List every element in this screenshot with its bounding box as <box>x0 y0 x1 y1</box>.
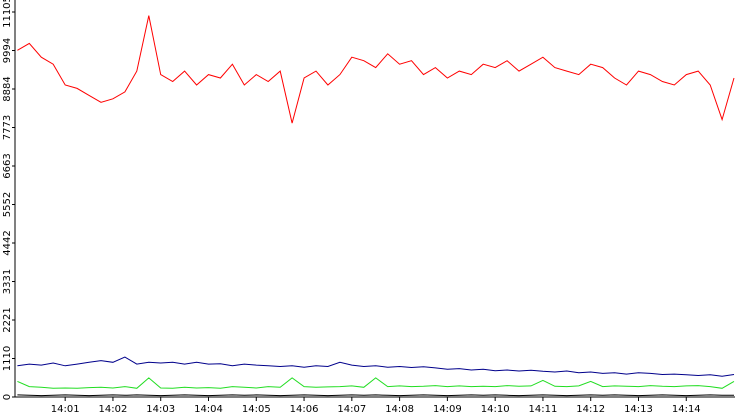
y-tick-label: 0 <box>2 394 13 400</box>
x-tick-label: 14:10 <box>481 404 510 415</box>
y-tick-label: 6663 <box>2 153 13 178</box>
x-tick-label: 14:11 <box>529 404 558 415</box>
series-line <box>17 377 735 389</box>
y-tick-label: 9994 <box>2 38 13 63</box>
y-tick-label: 5552 <box>2 192 13 217</box>
x-tick-label: 14:14 <box>672 404 701 415</box>
series-line <box>17 394 734 397</box>
y-tick-label: 2221 <box>2 307 13 332</box>
series-line <box>17 15 735 124</box>
x-tick-label: 14:04 <box>194 404 223 415</box>
y-tick-label: 11105 <box>2 0 13 28</box>
x-tick-label: 14:07 <box>337 404 366 415</box>
x-tick-label: 14:09 <box>433 404 462 415</box>
x-tick-label: 14:08 <box>385 404 414 415</box>
y-tick-label: 4442 <box>2 230 13 255</box>
x-tick-label: 14:01 <box>51 404 80 415</box>
x-tick-label: 14:13 <box>624 404 653 415</box>
x-tick-label: 14:05 <box>242 404 271 415</box>
x-tick-label: 14:06 <box>290 404 319 415</box>
y-tick-label: 3331 <box>2 269 13 294</box>
x-tick-label: 14:02 <box>99 404 128 415</box>
x-tick-label: 14:12 <box>576 404 605 415</box>
x-tick-label: 14:03 <box>146 404 175 415</box>
y-tick-label: 7773 <box>2 115 13 140</box>
series-line <box>17 356 735 377</box>
y-tick-label: 1110 <box>2 346 13 371</box>
y-tick-label: 8884 <box>2 76 13 101</box>
